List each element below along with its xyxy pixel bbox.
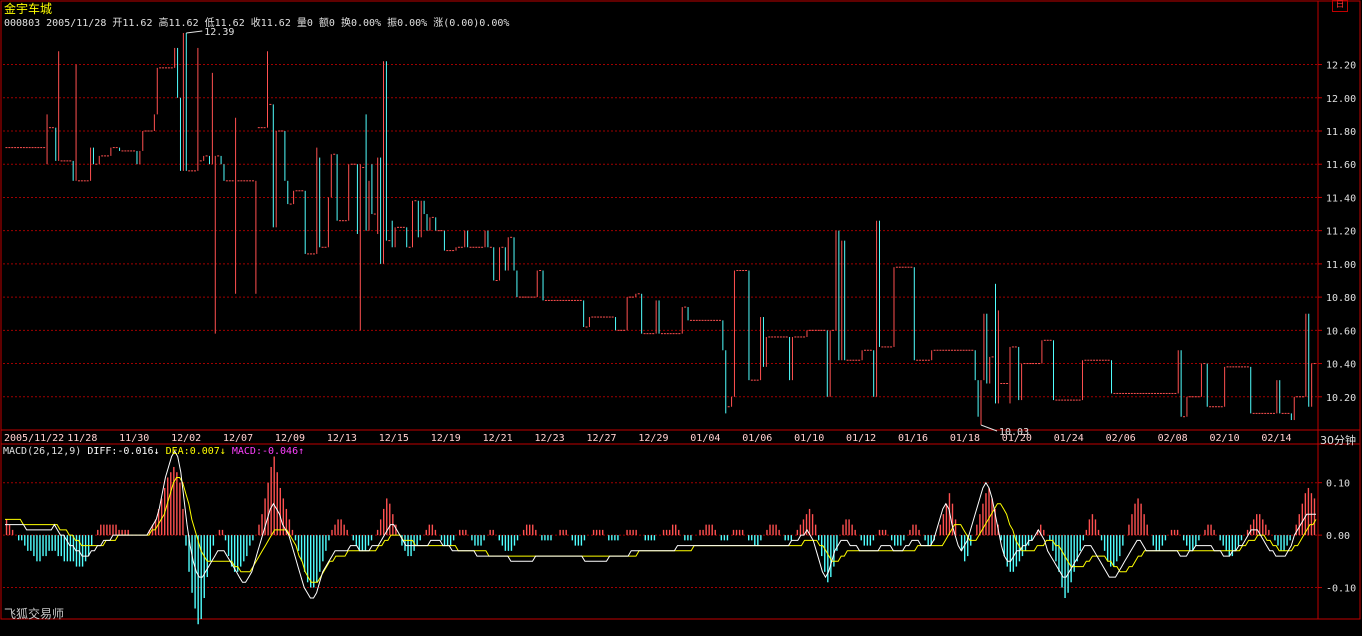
price-tick-label: 11.80 bbox=[1326, 127, 1356, 138]
price-tick-label: 11.00 bbox=[1326, 260, 1356, 271]
date-label: 01/04 bbox=[690, 433, 720, 444]
date-label: 11/28 bbox=[67, 433, 97, 444]
date-label: 12/19 bbox=[431, 433, 461, 444]
date-label: 01/18 bbox=[950, 433, 980, 444]
price-tick-label: 10.40 bbox=[1326, 360, 1356, 371]
date-label: 12/15 bbox=[379, 433, 409, 444]
date-label: 01/12 bbox=[846, 433, 876, 444]
date-label: 01/24 bbox=[1054, 433, 1084, 444]
diff-value: DIFF:-0.016 bbox=[87, 446, 153, 457]
candlestick-series bbox=[5, 33, 1315, 425]
date-label: 01/20 bbox=[1002, 433, 1032, 444]
price-tick-label: 10.80 bbox=[1326, 293, 1356, 304]
date-label: 02/06 bbox=[1106, 433, 1136, 444]
price-tick-label: 11.60 bbox=[1326, 160, 1356, 171]
outer-border bbox=[1, 1, 1360, 619]
price-axis: 10.20 10.40 10.60 10.80 11.00 11.20 11.40 11.60… bbox=[1318, 61, 1356, 404]
price-tick-label: 11.20 bbox=[1326, 227, 1356, 238]
price-tick-label: 10.60 bbox=[1326, 326, 1356, 337]
brand-label: 飞狐交易师 bbox=[4, 605, 64, 622]
date-label: 02/10 bbox=[1209, 433, 1239, 444]
period-selector[interactable]: 30分钟 bbox=[1320, 432, 1356, 448]
macd-tick-label: 0.00 bbox=[1326, 531, 1350, 542]
macd-arrow-icon: ↑ bbox=[298, 446, 304, 457]
date-axis: 2005/11/22 11/28 11/30 12/02 12/07 12/09 12/13… bbox=[4, 433, 1292, 444]
date-label: 12/27 bbox=[586, 433, 616, 444]
chart-frame bbox=[1, 1, 1360, 619]
date-label: 12/23 bbox=[535, 433, 565, 444]
price-tick-label: 10.20 bbox=[1326, 393, 1356, 404]
macd-tick-label: 0.10 bbox=[1326, 479, 1350, 490]
date-label: 12/21 bbox=[483, 433, 513, 444]
macd-legend: MACD(26,12,9) DIFF:-0.016↓ DEA:0.007↓ MA… bbox=[3, 446, 304, 457]
date-label: 12/29 bbox=[638, 433, 668, 444]
price-tick-label: 11.40 bbox=[1326, 193, 1356, 204]
macd-value: MACD:-0.046 bbox=[232, 446, 298, 457]
date-label: 12/09 bbox=[275, 433, 305, 444]
date-label: 11/30 bbox=[119, 433, 149, 444]
dea-value: DEA:0.007 bbox=[166, 446, 220, 457]
date-label: 01/16 bbox=[898, 433, 928, 444]
diff-arrow-icon: ↓ bbox=[154, 446, 160, 457]
macd-histogram bbox=[7, 456, 1315, 624]
annotation-label-high: 12.39 bbox=[204, 27, 234, 38]
date-label: 01/10 bbox=[794, 433, 824, 444]
price-tick-label: 12.00 bbox=[1326, 94, 1356, 105]
macd-tick-label: -0.10 bbox=[1326, 584, 1356, 595]
annotation-leader bbox=[186, 31, 202, 33]
price-tick-label: 12.20 bbox=[1326, 61, 1356, 72]
date-label: 12/13 bbox=[327, 433, 357, 444]
date-label: 12/07 bbox=[223, 433, 253, 444]
date-label: 12/02 bbox=[171, 433, 201, 444]
date-label: 01/06 bbox=[742, 433, 772, 444]
price-grid bbox=[3, 65, 1318, 397]
dea-arrow-icon: ↓ bbox=[220, 446, 226, 457]
date-label: 02/08 bbox=[1158, 433, 1188, 444]
macd-name: MACD(26,12,9) bbox=[3, 446, 81, 457]
date-label: 2005/11/22 bbox=[4, 433, 64, 444]
macd-axis: 0.10 0.00 -0.10 bbox=[1318, 479, 1356, 595]
date-label: 02/14 bbox=[1261, 433, 1291, 444]
